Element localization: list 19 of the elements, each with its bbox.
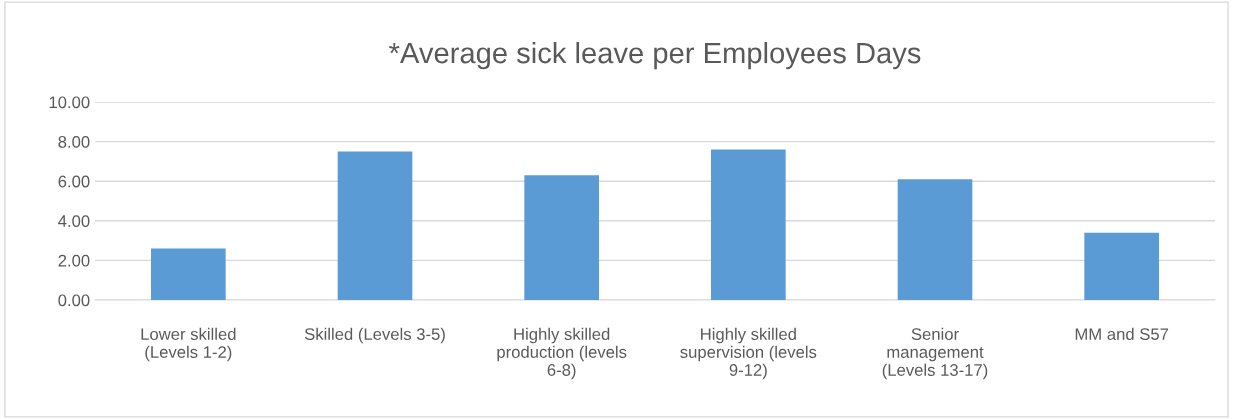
x-tick-label: Highly skilled production (levels 6-8) [497,327,627,380]
y-tick-label: 4.00 [58,215,90,227]
y-tick-label: 6.00 [58,175,90,188]
y-tick-label: 8.00 [58,136,90,148]
y-tick-label: 0.00 [58,294,90,307]
y-tick-label: 2.00 [58,254,90,267]
chart-title: *Average sick leave per Employees Days [389,41,921,70]
bar [897,179,973,300]
x-tick-label: Highly skilled supervision (levels 9-12) [680,327,817,380]
bar [151,248,226,300]
x-tick-label: Skilled (Levels 3-5) [304,327,445,344]
x-tick-label: Lower skilled (Levels 1-2) [141,327,236,362]
bar [337,151,413,300]
x-tick-label: MM and S57 [1075,327,1169,341]
y-tick-label: 10.00 [49,96,90,109]
bar [1084,232,1159,300]
bar [711,149,786,300]
x-tick-label: Senior management (Levels 13-17) [882,327,988,380]
bar [524,175,599,300]
